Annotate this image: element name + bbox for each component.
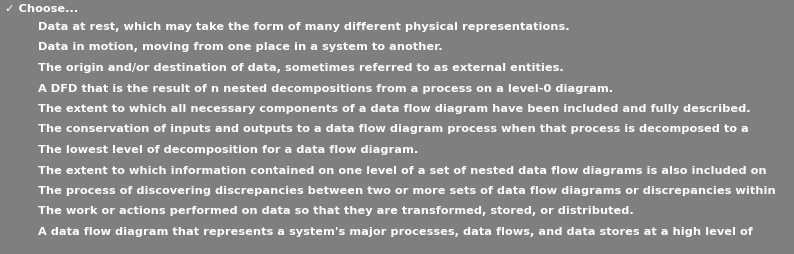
Text: The origin and/or destination of data, sometimes referred to as external entitie: The origin and/or destination of data, s… [22,63,564,73]
Text: The extent to which all necessary components of a data flow diagram have been in: The extent to which all necessary compon… [22,104,750,114]
Text: The process of discovering discrepancies between two or more sets of data flow d: The process of discovering discrepancies… [22,186,776,196]
Text: A DFD that is the result of n nested decompositions from a process on a level-0 : A DFD that is the result of n nested dec… [22,84,613,93]
Text: Data in motion, moving from one place in a system to another.: Data in motion, moving from one place in… [22,42,442,53]
Text: The conservation of inputs and outputs to a data flow diagram process when that : The conservation of inputs and outputs t… [22,124,749,135]
Text: The lowest level of decomposition for a data flow diagram.: The lowest level of decomposition for a … [22,145,418,155]
Text: The extent to which information contained on one level of a set of nested data f: The extent to which information containe… [22,166,767,176]
Text: The work or actions performed on data so that they are transformed, stored, or d: The work or actions performed on data so… [22,207,634,216]
Text: Data at rest, which may take the form of many different physical representations: Data at rest, which may take the form of… [22,22,569,32]
Text: A data flow diagram that represents a system's major processes, data flows, and : A data flow diagram that represents a sy… [22,227,753,237]
Text: ✓ Choose...: ✓ Choose... [5,4,79,14]
